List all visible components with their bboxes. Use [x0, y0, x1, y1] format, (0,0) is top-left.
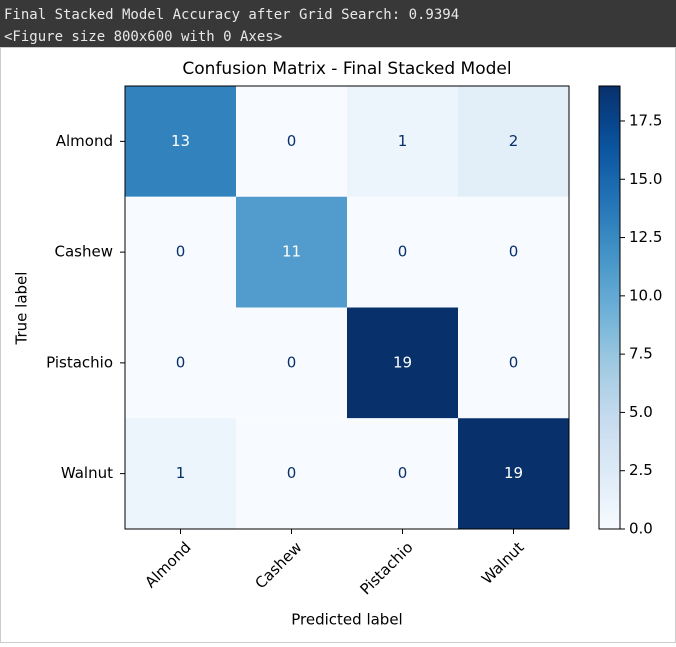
plot-frame — [124, 85, 570, 530]
cell — [125, 307, 236, 419]
cell-label: 0 — [509, 243, 519, 261]
colorbar-tick-label: 7.5 — [629, 345, 653, 363]
cell — [458, 196, 569, 308]
y-tick-label: Pistachio — [46, 353, 113, 371]
cell-label: 0 — [176, 243, 186, 261]
cell — [236, 307, 347, 419]
y-axis-label: True label — [13, 272, 31, 346]
cell-label: 19 — [393, 353, 412, 371]
cell-label: 0 — [176, 353, 186, 371]
cell-label: 1 — [398, 132, 408, 150]
cell — [236, 86, 347, 197]
colorbar-tick-label: 15.0 — [629, 170, 662, 188]
cell-label: 11 — [282, 243, 301, 261]
cell — [347, 196, 458, 308]
cell — [347, 86, 458, 197]
cell-label: 0 — [287, 353, 297, 371]
cell-label: 2 — [509, 132, 519, 150]
console-background — [0, 0, 676, 47]
console-line: Final Stacked Model Accuracy after Grid … — [4, 7, 459, 23]
cell — [458, 307, 569, 419]
y-tick-label: Almond — [56, 132, 113, 150]
cell — [347, 307, 458, 419]
cell-label: 0 — [398, 243, 408, 261]
cell-label: 0 — [287, 132, 297, 150]
colorbar-tick-label: 17.5 — [629, 111, 662, 129]
cell — [125, 418, 236, 529]
x-axis-label: Predicted label — [291, 611, 402, 629]
cell-label: 0 — [509, 353, 519, 371]
cell-label: 13 — [171, 132, 190, 150]
cell-label: 1 — [176, 464, 186, 482]
cell — [458, 418, 569, 529]
colorbar-tick-label: 2.5 — [629, 461, 653, 479]
cell — [125, 86, 236, 197]
y-tick-label: Walnut — [61, 464, 113, 482]
y-tick-label: Cashew — [55, 243, 113, 261]
console-line: <Figure size 800x600 with 0 Axes> — [4, 29, 282, 45]
colorbar — [598, 85, 621, 530]
cell — [236, 196, 347, 308]
cell — [125, 196, 236, 308]
cell-label: 19 — [504, 464, 523, 482]
colorbar-tick-label: 5.0 — [629, 403, 653, 421]
cell-label: 0 — [287, 464, 297, 482]
colorbar-tick-label: 0.0 — [629, 520, 653, 538]
colorbar-tick-label: 12.5 — [629, 228, 662, 246]
cell — [458, 86, 569, 197]
chart-title: Confusion Matrix - Final Stacked Model — [182, 59, 511, 79]
colorbar-tick-label: 10.0 — [629, 286, 662, 304]
cell — [347, 418, 458, 529]
cell-label: 0 — [398, 464, 408, 482]
cell — [236, 418, 347, 529]
